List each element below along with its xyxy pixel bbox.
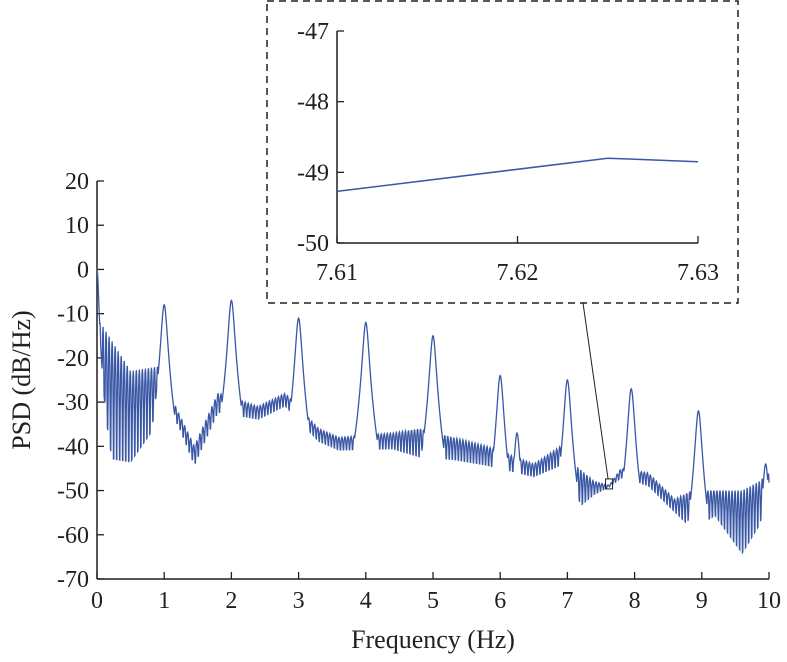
y-tick-label: -40 bbox=[57, 434, 89, 460]
inset-x-tick-label: 7.62 bbox=[497, 260, 539, 286]
inset-y-tick-label: -49 bbox=[297, 160, 329, 186]
x-tick-label: 5 bbox=[427, 588, 439, 614]
y-axis-title: PSD (dB/Hz) bbox=[7, 310, 36, 449]
inset-frame bbox=[266, 0, 739, 304]
x-tick-label: 8 bbox=[629, 588, 641, 614]
main-y-ticks: 20 10 0 -10 -20 -30 -40 -50 -60 -70 bbox=[57, 169, 104, 593]
inset-x-tick-label: 7.63 bbox=[677, 260, 719, 286]
y-tick-label: -60 bbox=[57, 523, 89, 549]
x-tick-label: 4 bbox=[360, 588, 372, 614]
zoom-connector-line bbox=[582, 302, 609, 479]
x-tick-label: 2 bbox=[225, 588, 237, 614]
y-tick-label: -70 bbox=[57, 567, 89, 593]
inset-y-tick-label: -48 bbox=[297, 90, 329, 116]
psd-series-line bbox=[96, 269, 770, 555]
inset-y-ticks: -47 -48 -49 -50 bbox=[297, 19, 344, 257]
inset-x-tick-label: 7.61 bbox=[316, 260, 358, 286]
y-tick-label: -10 bbox=[57, 302, 89, 328]
inset-series-line bbox=[336, 157, 699, 193]
y-tick-label: -30 bbox=[57, 390, 89, 416]
y-tick-label: 20 bbox=[65, 169, 89, 195]
x-axis-title: Frequency (Hz) bbox=[351, 625, 515, 654]
x-tick-label: 6 bbox=[494, 588, 506, 614]
y-tick-label: 0 bbox=[77, 257, 89, 283]
inset-y-tick-label: -50 bbox=[297, 231, 329, 257]
x-tick-label: 1 bbox=[158, 588, 170, 614]
x-tick-label: 0 bbox=[91, 588, 103, 614]
x-tick-label: 9 bbox=[696, 588, 708, 614]
inset-x-ticks: 7.61 7.62 7.63 bbox=[316, 236, 719, 286]
zoom-region-marker bbox=[605, 478, 614, 490]
main-x-ticks: 0 1 2 3 4 5 6 7 8 9 10 bbox=[91, 572, 781, 614]
x-tick-label: 3 bbox=[293, 588, 305, 614]
y-tick-label: -50 bbox=[57, 479, 89, 505]
x-tick-label: 10 bbox=[757, 588, 781, 614]
y-tick-label: -20 bbox=[57, 346, 89, 372]
x-tick-label: 7 bbox=[561, 588, 573, 614]
inset-y-tick-label: -47 bbox=[297, 19, 329, 45]
y-tick-label: 10 bbox=[65, 213, 89, 239]
